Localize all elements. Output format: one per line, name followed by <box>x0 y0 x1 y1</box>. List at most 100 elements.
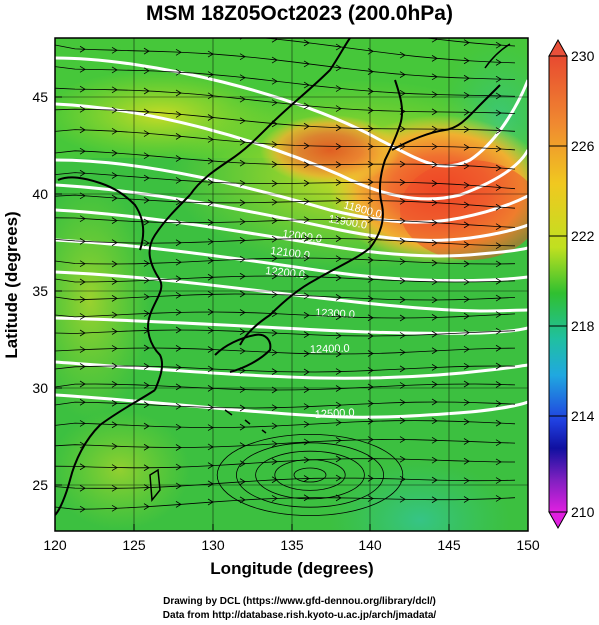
streamline-arrow <box>175 275 182 283</box>
credit-drawing: Drawing by DCL (https://www.gfd-dennou.o… <box>163 596 436 607</box>
streamline-arrow <box>463 457 470 465</box>
colorbar-lower-triangle <box>548 511 568 530</box>
streamline-arrow <box>399 365 406 373</box>
streamline-arrow <box>335 332 342 340</box>
streamline-arrow <box>79 346 86 353</box>
grid-lines <box>55 38 528 531</box>
streamline-arrow <box>175 402 182 410</box>
streamline-arrow <box>335 313 342 321</box>
streamline-arrow <box>431 278 438 286</box>
streamline-arrow <box>335 274 342 282</box>
streamline-arrow <box>79 215 86 222</box>
streamline-arrow <box>271 235 278 243</box>
streamline-arrow <box>463 329 470 337</box>
streamline-arrow <box>335 455 342 463</box>
x-tick-label: 150 <box>516 537 540 553</box>
streamline-arrow <box>271 180 278 187</box>
streamline-arrow <box>175 463 182 471</box>
streamline <box>55 329 516 337</box>
streamline-arrow <box>79 65 86 73</box>
streamline-arrow <box>367 143 374 150</box>
streamline-arrow <box>495 381 502 388</box>
streamline-arrow <box>143 130 150 137</box>
streamline-arrow <box>239 159 246 167</box>
streamline <box>55 238 516 247</box>
streamline-arrow <box>239 460 246 468</box>
streamline <box>55 497 516 510</box>
streamline-arrow <box>112 7 117 13</box>
streamline-arrow <box>271 198 278 206</box>
streamline-arrow <box>431 143 438 150</box>
streamline-arrow <box>495 164 502 172</box>
streamline-arrow <box>399 399 406 406</box>
streamline-arrow <box>111 399 118 407</box>
streamline-arrow <box>271 217 278 224</box>
streamline-arrow <box>367 417 374 425</box>
streamline-arrow <box>463 126 470 133</box>
streamline-arrow <box>175 133 182 140</box>
streamline-arrow <box>303 102 310 110</box>
streamline-arrow <box>463 241 470 248</box>
streamline-arrow <box>367 88 374 95</box>
streamline <box>55 420 516 429</box>
streamline-arrow <box>175 423 182 431</box>
streamline-arrow <box>335 64 342 72</box>
streamline-arrow <box>79 147 86 155</box>
streamline-arrow <box>495 277 502 285</box>
streamline-arrow <box>431 314 438 321</box>
streamline-arrow <box>399 217 406 225</box>
streamline-arrow <box>271 349 278 356</box>
x-axis: 120 125 130 135 140 145 150 Longitude (d… <box>43 524 540 578</box>
streamline-arrow <box>431 347 438 355</box>
y-tick-label: 30 <box>32 380 48 396</box>
x-tick-label: 140 <box>358 537 382 553</box>
streamline-arrow <box>431 476 438 484</box>
streamline-arrow <box>111 239 118 246</box>
streamline-arrow <box>271 329 278 337</box>
streamline-arrow <box>431 73 438 81</box>
streamline <box>55 44 516 80</box>
streamline-arrow <box>79 398 86 406</box>
streamline-arrow <box>495 75 502 83</box>
streamline-arrow <box>239 423 246 431</box>
streamline <box>55 108 516 132</box>
streamline <box>55 383 516 391</box>
streamline-arrow <box>431 296 438 304</box>
streamline-arrow <box>143 87 150 95</box>
streamline-arrow <box>463 162 470 170</box>
streamline-arrow <box>495 223 502 231</box>
streamline-arrow <box>143 310 150 317</box>
streamline <box>55 217 516 228</box>
streamline-arrow <box>399 38 401 39</box>
streamline-arrow <box>367 332 374 340</box>
streamline-arrow <box>143 344 150 352</box>
x-tick-label: 135 <box>280 537 304 553</box>
streamline-arrow <box>335 437 342 444</box>
streamline-arrow <box>175 177 182 184</box>
streamline-arrow <box>335 255 342 263</box>
streamline-arrow <box>80 26 85 32</box>
streamline-arrow <box>175 345 182 352</box>
streamline-arrow <box>272 16 277 22</box>
streamline-arrow <box>303 386 310 393</box>
streamline-arrow <box>79 278 86 286</box>
streamline-arrow <box>175 155 182 162</box>
streamline-arrow <box>143 260 150 267</box>
streamline <box>55 347 516 355</box>
streamline-arrow <box>111 442 118 450</box>
streamline-arrow <box>175 326 182 334</box>
streamline-arrow <box>111 66 118 74</box>
streamline-arrow <box>463 278 470 286</box>
streamline <box>260 38 516 64</box>
streamline-arrow <box>175 364 182 371</box>
streamline-arrow <box>463 362 470 370</box>
streamline-arrow <box>303 81 310 89</box>
streamline-arrow <box>111 217 118 224</box>
streamline-arrow <box>111 194 118 202</box>
streamline-arrow <box>303 142 310 150</box>
streamline-arrow <box>431 259 438 267</box>
streamline-arrow <box>303 39 310 47</box>
streamline-arrow <box>175 501 182 508</box>
streamline-arrow <box>463 399 470 406</box>
streamline-arrow <box>495 41 502 49</box>
